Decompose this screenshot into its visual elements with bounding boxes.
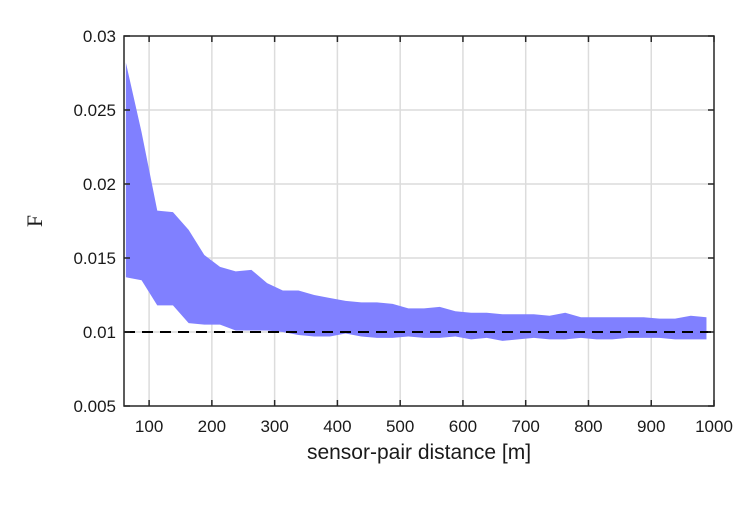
x-tick-label: 600 bbox=[449, 417, 477, 436]
y-tick-label: 0.02 bbox=[83, 175, 116, 194]
x-tick-labels: 100 200 300 400 500 600 700 800 900 1000 bbox=[135, 417, 733, 436]
x-tick-label: 100 bbox=[135, 417, 163, 436]
x-tick-label: 400 bbox=[323, 417, 351, 436]
y-tick-label: 0.005 bbox=[73, 397, 116, 416]
y-axis-label: F bbox=[22, 215, 47, 227]
x-tick-label: 1000 bbox=[695, 417, 733, 436]
x-axis-label: sensor-pair distance [m] bbox=[307, 441, 531, 464]
x-tick-label: 800 bbox=[574, 417, 602, 436]
y-tick-label: 0.025 bbox=[73, 101, 116, 120]
plot-background bbox=[124, 36, 714, 406]
x-tick-label: 200 bbox=[198, 417, 226, 436]
axes-box bbox=[123, 35, 715, 407]
x-tick-label: 300 bbox=[260, 417, 288, 436]
x-tick-label: 500 bbox=[386, 417, 414, 436]
data-band bbox=[125, 62, 707, 341]
y-tick-labels: 0.005 0.01 0.015 0.02 0.025 0.03 bbox=[73, 27, 116, 416]
tick-marks bbox=[124, 35, 715, 407]
x-tick-label: 700 bbox=[512, 417, 540, 436]
y-tick-label: 0.01 bbox=[83, 323, 116, 342]
x-tick-label: 900 bbox=[637, 417, 665, 436]
y-tick-label: 0.03 bbox=[83, 27, 116, 46]
y-tick-label: 0.015 bbox=[73, 249, 116, 268]
